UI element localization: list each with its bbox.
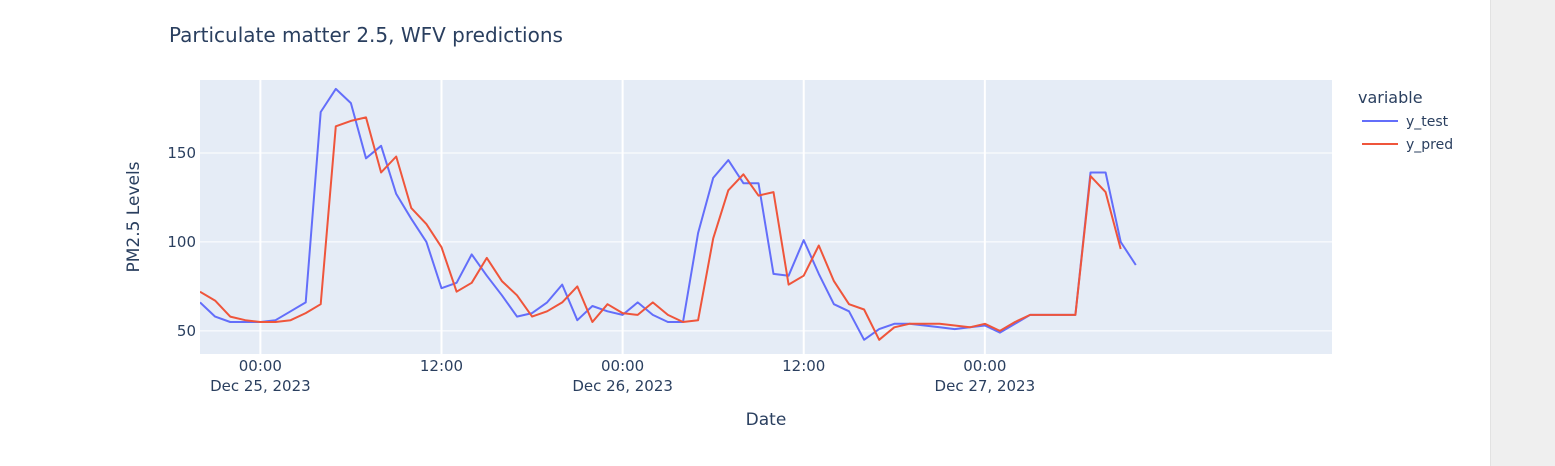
grid-lines xyxy=(200,80,1332,354)
x-axis-title: Date xyxy=(746,410,787,430)
legend-title: variable xyxy=(1358,88,1423,107)
x-tick-label: 00:00 xyxy=(601,357,644,375)
series-lines xyxy=(200,87,1137,341)
x-axis-ticks: 00:00 Dec 25, 2023 12:00 00:00 Dec 26, 2023 1… xyxy=(210,357,1035,395)
legend-label-y-test: y_test xyxy=(1406,114,1449,130)
legend-item-y-pred[interactable]: y_pred xyxy=(1362,137,1453,153)
series-line-y-pred[interactable] xyxy=(200,116,1122,341)
legend-item-y-test[interactable]: y_test xyxy=(1362,114,1449,130)
chart-title: Particulate matter 2.5, WFV predictions xyxy=(169,23,563,47)
legend-label-y-pred: y_pred xyxy=(1406,137,1453,153)
scrollbar-gutter[interactable] xyxy=(1490,0,1555,466)
x-tick-label: 00:00 xyxy=(239,357,282,375)
x-tick-label: 12:00 xyxy=(420,357,463,375)
plot-area xyxy=(200,80,1332,354)
series-line-y-test[interactable] xyxy=(200,87,1137,341)
line-chart: Particulate matter 2.5, WFV predictions … xyxy=(124,23,1453,430)
x-tick-date-label: Dec 27, 2023 xyxy=(935,377,1036,395)
x-tick-label: 00:00 xyxy=(963,357,1006,375)
x-tick-date-label: Dec 26, 2023 xyxy=(572,377,673,395)
y-tick-label: 150 xyxy=(167,144,196,162)
x-tick-date-label: Dec 25, 2023 xyxy=(210,377,311,395)
legend: variable y_test y_pred xyxy=(1358,88,1453,153)
y-tick-label: 100 xyxy=(167,233,196,251)
y-axis-ticks: 50 100 150 xyxy=(167,144,196,340)
y-tick-label: 50 xyxy=(177,322,196,340)
x-tick-label: 12:00 xyxy=(782,357,825,375)
y-axis-title: PM2.5 Levels xyxy=(124,161,144,272)
